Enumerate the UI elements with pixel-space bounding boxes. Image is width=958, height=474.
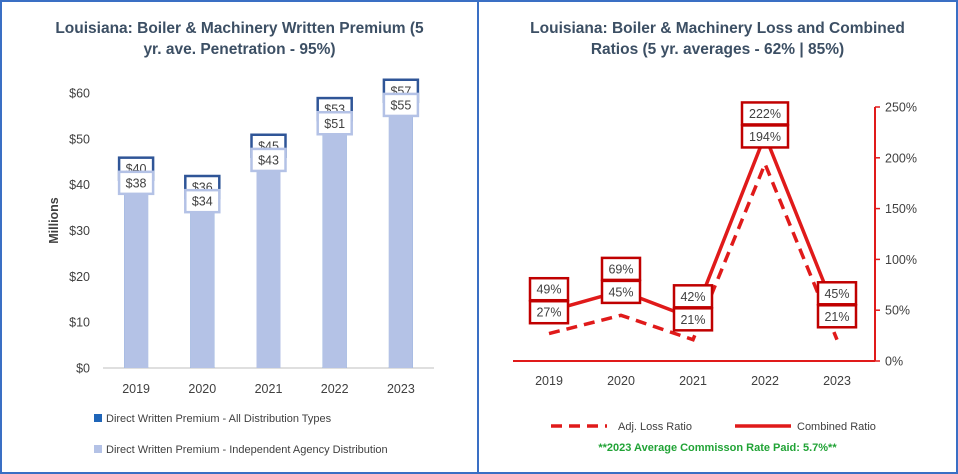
series-line-adj-loss-ratio (548, 159, 839, 342)
data-label-independent-agency-box (382, 92, 420, 118)
data-label-independent-agency: $55 (390, 98, 411, 112)
premium-bar-chart: $0$10$20$30$40$50$60Millions$40$382019$3… (47, 78, 434, 456)
bar-independent-agency (322, 134, 347, 368)
legend-label-all-distribution: Direct Written Premium - All Distributio… (106, 413, 332, 425)
data-label-independent-agency-box (316, 111, 353, 136)
ratio-chart-title: Louisiana: Boiler & Machinery Loss and C… (489, 18, 946, 60)
data-label-adj-loss-ratio: 194% (749, 130, 781, 144)
data-label-adj-loss-ratio-box (740, 124, 790, 149)
bar-independent-agency (256, 170, 281, 368)
ratio-chart-title-line-2: Ratios (5 yr. averages - 62% | 85%) (590, 41, 845, 58)
data-label-independent-agency-box (117, 170, 155, 196)
legend-label-adj-loss-ratio: Adj. Loss Ratio (618, 421, 692, 433)
y-axis-label: Millions (47, 197, 61, 244)
x-tick-label: 2021 (255, 382, 283, 396)
data-label-independent-agency: $51 (324, 117, 345, 131)
y-tick-label: $20 (69, 270, 90, 284)
ratio-line-chart: 0% 50% 100% 150% 200% 250% 2019 2020 2021 2022 202… (513, 101, 917, 433)
x-tick-label: 2022 (321, 382, 349, 396)
data-label-combined-ratio: 45% (824, 287, 849, 301)
y-tick-label: $0 (76, 362, 90, 376)
data-label-combined-ratio: 42% (680, 290, 705, 304)
data-label-combined-ratio: 222% (749, 107, 781, 121)
ratio-chart-title-line-1: Louisiana: Boiler & Machinery Loss and C… (530, 20, 905, 37)
data-label-adj-loss-ratio: 21% (680, 313, 705, 327)
y-tick-label: $50 (69, 132, 90, 146)
panel-divider (477, 0, 479, 474)
data-label-independent-agency: $34 (192, 195, 213, 209)
data-label-combined-ratio: 69% (608, 262, 633, 276)
bar-independent-agency (190, 212, 215, 368)
premium-chart-panel: Louisiana: Boiler & Machinery Written Pr… (2, 2, 477, 472)
data-label-adj-loss-ratio-box (672, 307, 714, 332)
y-tick-label: $10 (69, 316, 90, 330)
data-label-combined-ratio: 49% (536, 283, 561, 297)
data-label-independent-agency: $38 (126, 176, 147, 190)
bar-independent-agency (388, 115, 413, 369)
premium-chart-title: Louisiana: Boiler & Machinery Written Pr… (12, 18, 467, 60)
y-tick-label: 50% (885, 304, 910, 318)
y-tick-label: 250% (885, 101, 917, 115)
y-tick-label: $30 (69, 224, 90, 238)
ratio-chart-panel: Louisiana: Boiler & Machinery Loss and C… (479, 2, 956, 472)
data-label-adj-loss-ratio-box (600, 279, 642, 305)
y-tick-label: $40 (69, 178, 90, 192)
y-tick-label: 100% (885, 253, 917, 267)
y-tick-label: $60 (69, 87, 90, 101)
y-tick-label: 0% (885, 355, 903, 369)
data-label-adj-loss-ratio: 27% (536, 306, 561, 320)
legend-swatch-all-distribution (94, 414, 102, 422)
commission-note: **2023 Average Commisson Rate Paid: 5.7%… (598, 442, 837, 454)
data-label-independent-agency-box (184, 188, 221, 214)
premium-chart-title-line-2: yr. ave. Penetration - 95%) (143, 41, 336, 58)
data-label-independent-agency: $43 (258, 153, 279, 167)
y-tick-label: 150% (885, 202, 917, 216)
data-label-adj-loss-ratio-box (528, 299, 570, 325)
legend-label-combined-ratio: Combined Ratio (797, 421, 876, 433)
x-tick-label: 2019 (122, 382, 150, 396)
x-tick-label: 2021 (679, 374, 707, 388)
data-label-adj-loss-ratio: 45% (608, 285, 633, 299)
y-tick-label: 200% (885, 151, 917, 165)
x-tick-label: 2022 (751, 374, 779, 388)
data-label-adj-loss-ratio-box (816, 304, 858, 329)
x-tick-label: 2023 (823, 374, 851, 388)
x-tick-label: 2023 (387, 382, 415, 396)
premium-chart-title-line-1: Louisiana: Boiler & Machinery Written Pr… (55, 20, 424, 37)
legend-label-independent-agency: Direct Written Premium - Independent Age… (106, 444, 388, 456)
x-tick-label: 2020 (607, 374, 635, 388)
bar-independent-agency (124, 193, 149, 368)
x-tick-label: 2020 (188, 382, 216, 396)
data-label-adj-loss-ratio: 21% (824, 310, 849, 324)
data-label-independent-agency-box (250, 147, 287, 173)
legend-swatch-independent-agency (94, 445, 102, 453)
x-tick-label: 2019 (535, 374, 563, 388)
